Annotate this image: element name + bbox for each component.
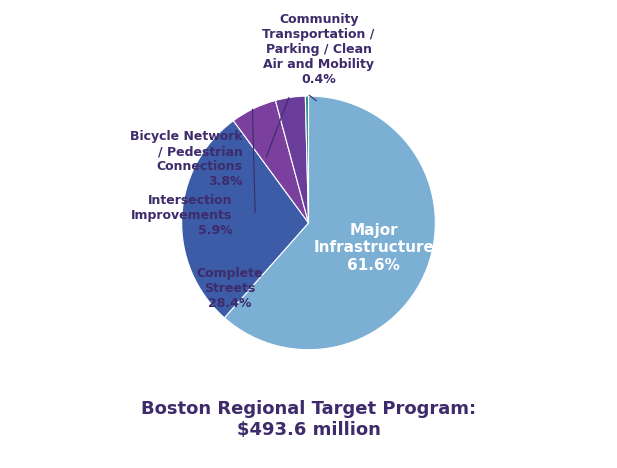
Text: Complete
Streets
28.4%: Complete Streets 28.4% [197,267,263,310]
Text: Community
Transportation /
Parking / Clean
Air and Mobility
0.4%: Community Transportation / Parking / Cle… [262,13,375,86]
Wedge shape [225,96,436,350]
Text: Boston Regional Target Program:
$493.6 million: Boston Regional Target Program: $493.6 m… [141,400,476,439]
Wedge shape [275,96,308,223]
Wedge shape [181,121,308,318]
Wedge shape [305,96,308,223]
Text: Major
Infrastructure
61.6%: Major Infrastructure 61.6% [313,223,434,272]
Wedge shape [233,101,308,223]
Text: Bicycle Network
/ Pedestrian
Connections
3.8%: Bicycle Network / Pedestrian Connections… [130,131,242,189]
Text: Intersection
Improvements
5.9%: Intersection Improvements 5.9% [131,194,233,237]
